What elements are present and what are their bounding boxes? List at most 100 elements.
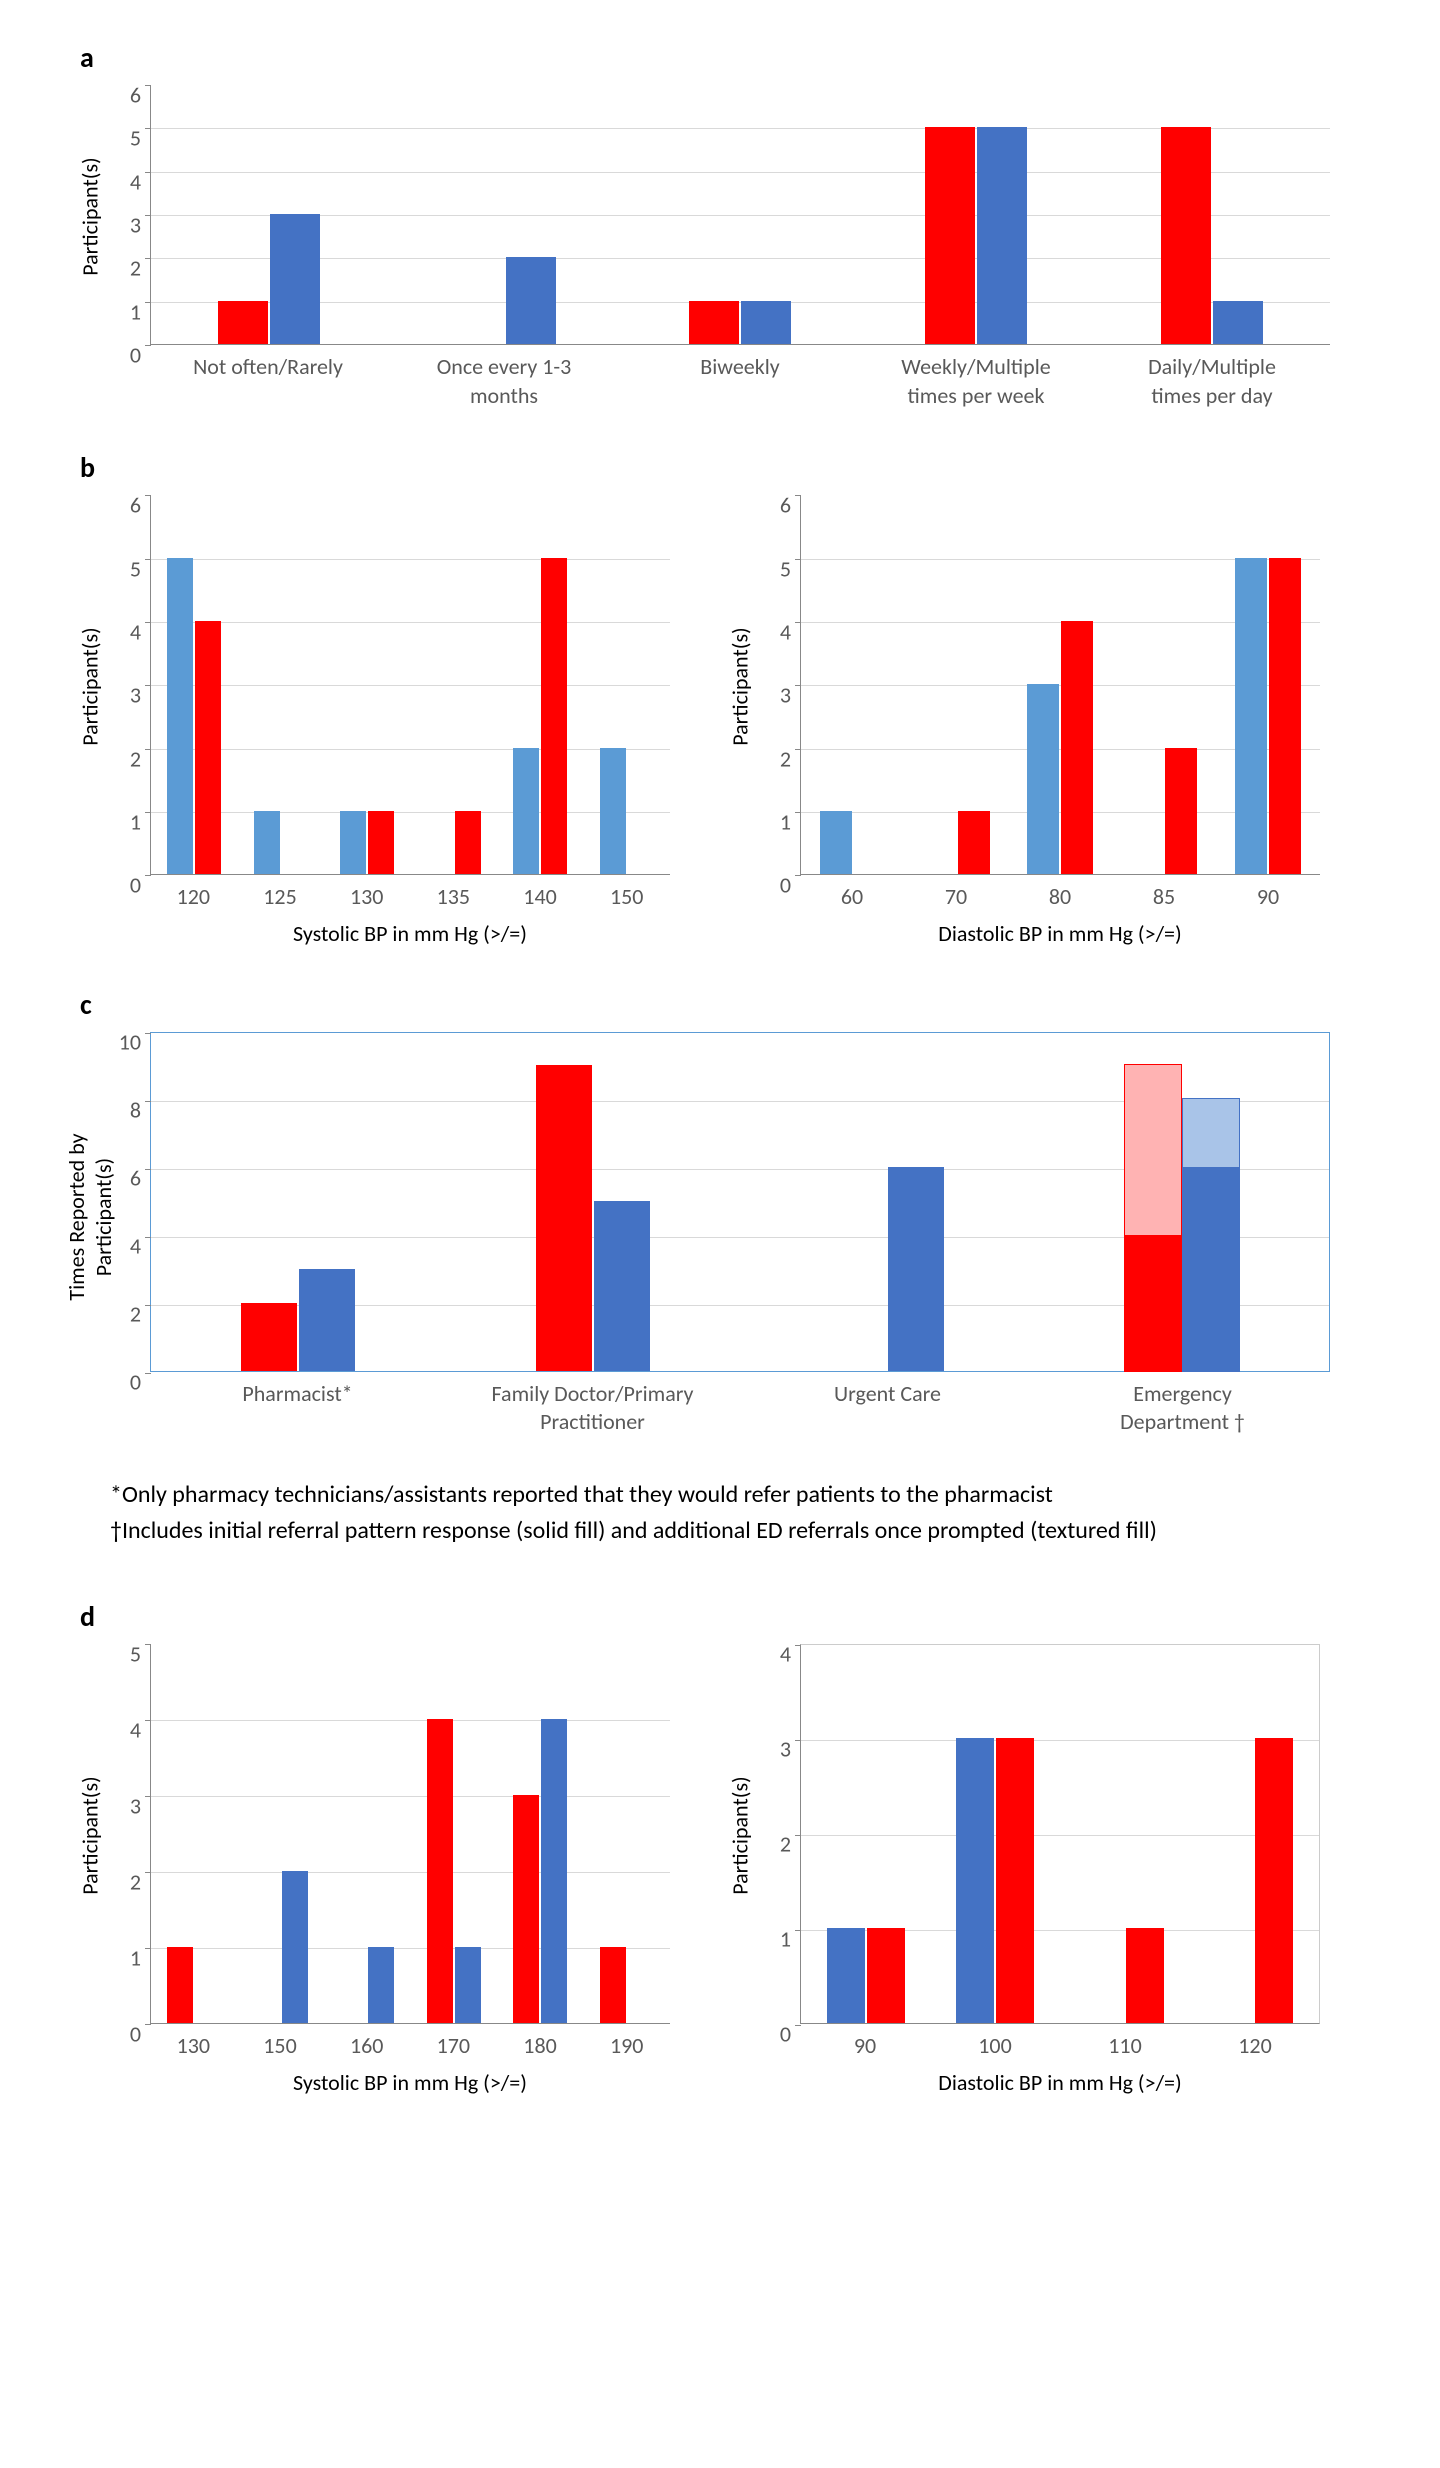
bar	[977, 127, 1027, 344]
bar	[455, 811, 481, 874]
bar-segment	[594, 1201, 650, 1371]
y-axis-label: Participant(s)	[77, 1645, 104, 2025]
panel-d: d Participant(s)012345130150160170180190…	[80, 1599, 1360, 2096]
bar-group	[497, 495, 584, 874]
xtick-label: Urgent Care	[740, 1380, 1035, 1437]
bar-group	[584, 495, 671, 874]
plot-area: 0123456	[150, 495, 670, 875]
bar	[427, 1719, 453, 2023]
xtick-label: 140	[497, 883, 584, 912]
bar-group	[1009, 495, 1113, 874]
bar	[689, 301, 739, 344]
bar	[270, 214, 320, 344]
bar	[600, 748, 626, 875]
bar-segment	[888, 1167, 944, 1371]
bar	[1235, 558, 1267, 875]
panel-a-label: a	[80, 40, 1360, 75]
bar-group	[623, 85, 859, 344]
xtick-label: 190	[583, 2032, 670, 2061]
bar	[1269, 558, 1301, 875]
bar	[506, 257, 556, 344]
xtick-label: 160	[323, 2032, 410, 2061]
bar-group	[151, 85, 387, 344]
xtick-label: 130	[323, 883, 410, 912]
bar-group	[1060, 1645, 1190, 2023]
bar	[925, 127, 975, 344]
panel-b: b Participant(s)012345612012513013514015…	[80, 450, 1360, 947]
bar	[368, 811, 394, 874]
bar-group	[151, 1644, 238, 2023]
bar-group	[324, 1644, 411, 2023]
bar	[996, 1738, 1034, 2023]
bar-group	[905, 495, 1009, 874]
plot-area: 0123456	[150, 85, 1330, 345]
bar-group	[1035, 1033, 1330, 1371]
footnote-2: †Includes initial referral pattern respo…	[110, 1513, 1360, 1549]
bar	[368, 1947, 394, 2023]
bar	[282, 1871, 308, 2023]
xtick-label: Once every 1-3months	[386, 353, 622, 410]
bar-group	[238, 495, 325, 874]
y-axis-label: Participant(s)	[727, 1645, 754, 2025]
xtick-label: 170	[410, 2032, 497, 2061]
bar-segment	[1183, 1167, 1239, 1371]
chart-c: Times Reported byParticipant(s)0246810Ph…	[80, 1032, 1330, 1437]
x-axis-label: Diastolic BP in mm Hg (>/=)	[800, 920, 1320, 947]
xtick-label: Not often/Rarely	[150, 353, 386, 410]
bar	[513, 1795, 539, 2023]
bar-group	[497, 1644, 584, 2023]
bar	[1161, 127, 1211, 344]
xtick-label: 100	[930, 2032, 1060, 2061]
xtick-label: 90	[800, 2032, 930, 2061]
xtick-label: Family Doctor/PrimaryPractitioner	[445, 1380, 740, 1437]
xtick-label: 60	[800, 883, 904, 912]
bar	[167, 558, 193, 875]
bar	[1126, 1928, 1164, 2023]
xtick-label: 120	[1190, 2032, 1320, 2061]
panel-c: c Times Reported byParticipant(s)0246810…	[80, 987, 1360, 1549]
panel-a: a Participant(s) 0123456 Not often/RarelyO…	[80, 40, 1360, 410]
x-axis-label: Diastolic BP in mm Hg (>/=)	[800, 2069, 1320, 2096]
bar-group	[858, 85, 1094, 344]
plot-area: 01234	[800, 1644, 1320, 2024]
xtick-label: 85	[1112, 883, 1216, 912]
bar-group	[1190, 1645, 1320, 2023]
bar-segment	[1183, 1099, 1239, 1167]
xtick-label: EmergencyDepartment †	[1035, 1380, 1330, 1437]
xtick-label: 80	[1008, 883, 1112, 912]
bar-group	[238, 1644, 325, 2023]
y-axis-label: Participant(s)	[77, 497, 104, 877]
panel-c-label: c	[80, 987, 1360, 1022]
xtick-label: 125	[237, 883, 324, 912]
bar	[254, 811, 280, 874]
bar	[827, 1928, 865, 2023]
bar	[958, 811, 990, 874]
bar-group	[1216, 495, 1320, 874]
xtick-label: Biweekly	[622, 353, 858, 410]
bar	[956, 1738, 994, 2023]
panel-b-label: b	[80, 450, 1360, 485]
bar	[867, 1928, 905, 2023]
y-axis-label: Participant(s)	[77, 87, 104, 347]
chart-d-left: Participant(s)012345130150160170180190Sy…	[80, 1644, 670, 2096]
chart-b-left: Participant(s)0123456120125130135140150S…	[80, 495, 670, 947]
xtick-label: 150	[583, 883, 670, 912]
bar	[541, 1719, 567, 2023]
bar	[195, 621, 221, 874]
xtick-label: 135	[410, 883, 497, 912]
bar-group	[1112, 495, 1216, 874]
bar	[1027, 684, 1059, 874]
plot-area: 0123456	[800, 495, 1320, 875]
bar	[340, 811, 366, 874]
panel-c-footnotes: *Only pharmacy technicians/assistants re…	[110, 1477, 1360, 1549]
bar	[820, 811, 852, 874]
xtick-label: Weekly/Multipletimes per week	[858, 353, 1094, 410]
x-axis-label: Systolic BP in mm Hg (>/=)	[150, 920, 670, 947]
bar-group	[411, 1644, 498, 2023]
chart-a: Participant(s) 0123456 Not often/RarelyOnc…	[80, 85, 1330, 410]
bar-group	[801, 495, 905, 874]
xtick-label: 90	[1216, 883, 1320, 912]
bar	[513, 748, 539, 875]
y-axis-label: Participant(s)	[727, 497, 754, 877]
x-axis-label: Systolic BP in mm Hg (>/=)	[150, 2069, 670, 2096]
